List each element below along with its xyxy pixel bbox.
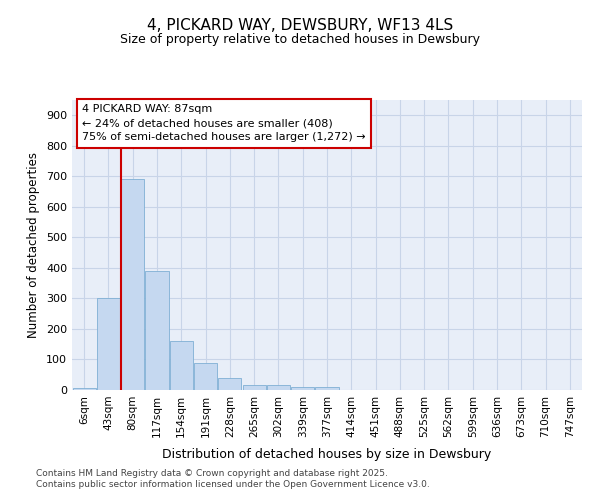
- Bar: [194, 362, 217, 390]
- X-axis label: Distribution of detached houses by size in Dewsbury: Distribution of detached houses by size …: [163, 448, 491, 461]
- Text: Contains HM Land Registry data © Crown copyright and database right 2025.: Contains HM Land Registry data © Crown c…: [36, 468, 388, 477]
- Text: 4, PICKARD WAY, DEWSBURY, WF13 4LS: 4, PICKARD WAY, DEWSBURY, WF13 4LS: [147, 18, 453, 32]
- Bar: [121, 180, 144, 390]
- Bar: [267, 386, 290, 390]
- Bar: [242, 386, 266, 390]
- Bar: [218, 378, 241, 390]
- Y-axis label: Number of detached properties: Number of detached properties: [28, 152, 40, 338]
- Bar: [145, 271, 169, 390]
- Bar: [73, 388, 95, 390]
- Bar: [170, 341, 193, 390]
- Bar: [316, 387, 338, 390]
- Text: Size of property relative to detached houses in Dewsbury: Size of property relative to detached ho…: [120, 32, 480, 46]
- Text: Contains public sector information licensed under the Open Government Licence v3: Contains public sector information licen…: [36, 480, 430, 489]
- Text: 4 PICKARD WAY: 87sqm
← 24% of detached houses are smaller (408)
75% of semi-deta: 4 PICKARD WAY: 87sqm ← 24% of detached h…: [82, 104, 366, 142]
- Bar: [291, 387, 314, 390]
- Bar: [97, 298, 120, 390]
